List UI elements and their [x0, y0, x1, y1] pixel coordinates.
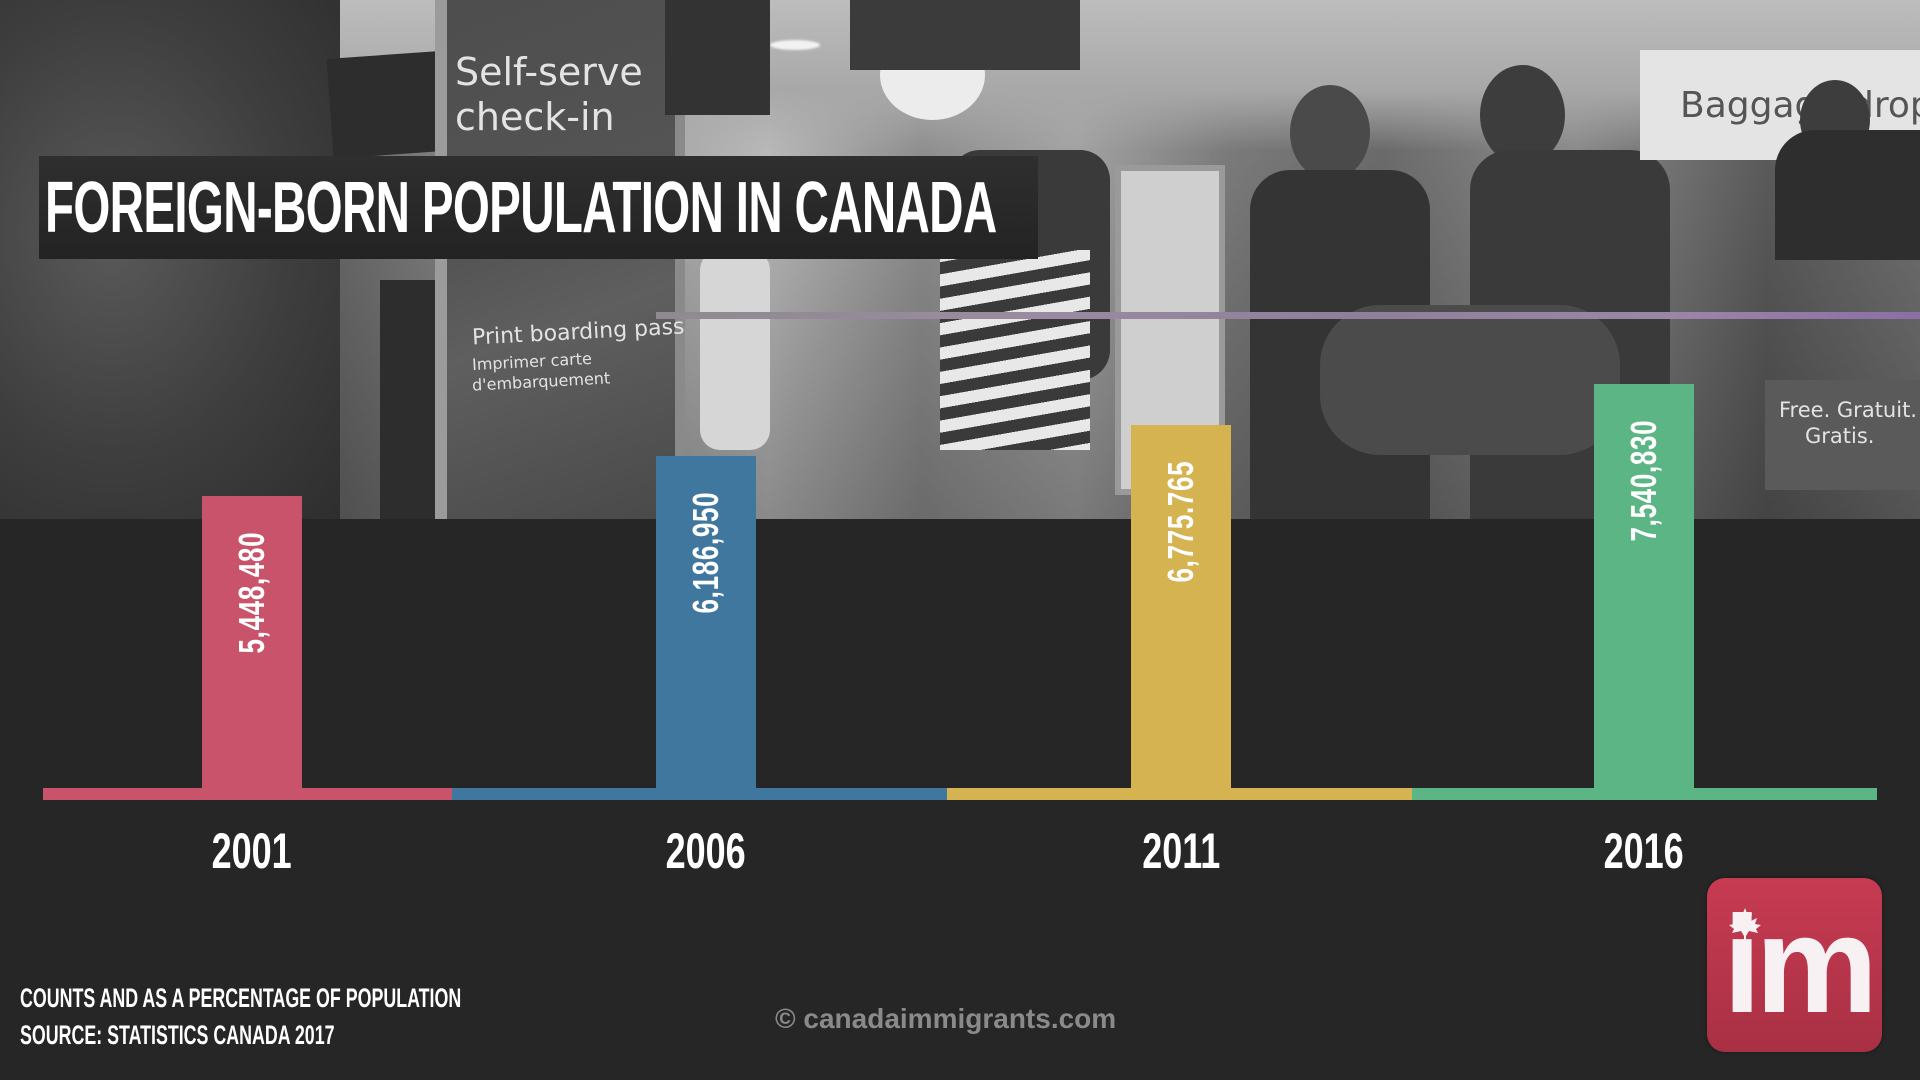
bar-fill	[1131, 425, 1231, 790]
bar-value-label: 6,186,950	[685, 491, 726, 614]
x-axis-label-2001: 2001	[211, 823, 293, 879]
copyright-text: © canadaimmigrants.com	[775, 1003, 1117, 1034]
photo-sign-canada	[850, 0, 1080, 70]
x-axis-label-2006: 2006	[665, 823, 747, 879]
bar-2006: 6,186,950	[656, 456, 756, 790]
x-axis-label-2016: 2016	[1603, 823, 1685, 879]
ceiling-light	[770, 40, 820, 50]
photo-self-serve-sign: Self-serve check-in Print boarding pass …	[435, 0, 685, 519]
photo-person-head	[1480, 65, 1565, 165]
photo-free-sign: Free. Gratuit. Gratis.	[1765, 380, 1920, 490]
background-photo: Self-serve check-in Print boarding pass …	[0, 0, 1920, 519]
footnote-source: SOURCE: STATISTICS CANADA 2017	[20, 1020, 335, 1050]
photo-person-shirt	[700, 250, 770, 450]
maple-leaf-icon	[1729, 908, 1761, 944]
bar-fill	[656, 456, 756, 790]
bar-fill	[1594, 384, 1694, 790]
photo-person-blur	[0, 0, 340, 519]
bar-fill	[202, 496, 302, 790]
photo-duffel-bag	[1320, 305, 1620, 455]
baseline-segment-2006	[452, 788, 947, 800]
photo-striped-shirt	[940, 250, 1090, 450]
bar-value-label: 5,448,480	[231, 531, 272, 654]
baseline-segment-2016	[1412, 788, 1877, 800]
photo-person-body	[1775, 130, 1920, 260]
logo-text: im	[1723, 888, 1878, 1042]
baseline-segment-2001	[43, 788, 452, 800]
canadaimmigrants-logo: im	[1707, 878, 1882, 1052]
bar-value-label: 7,540,830	[1623, 419, 1664, 542]
photo-person-head	[1290, 85, 1370, 180]
bar-2016: 7,540,830	[1594, 384, 1694, 790]
footnote-description: COUNTS AND AS A PERCENTAGE OF POPULATION	[20, 983, 462, 1013]
bar-2001: 5,448,480	[202, 496, 302, 790]
photo-glitch-line	[656, 312, 1920, 319]
baseline-segment-2011	[947, 788, 1412, 800]
bar-2011: 6,775.765	[1131, 425, 1231, 790]
photo-sign-kiosk	[665, 0, 770, 115]
chart-title: FOREIGN-BORN POPULATION IN CANADA	[45, 167, 997, 248]
x-axis-label-2011: 2011	[1141, 823, 1221, 879]
bar-value-label: 6,775.765	[1160, 460, 1201, 583]
title-banner: FOREIGN-BORN POPULATION IN CANADA	[39, 156, 1038, 259]
